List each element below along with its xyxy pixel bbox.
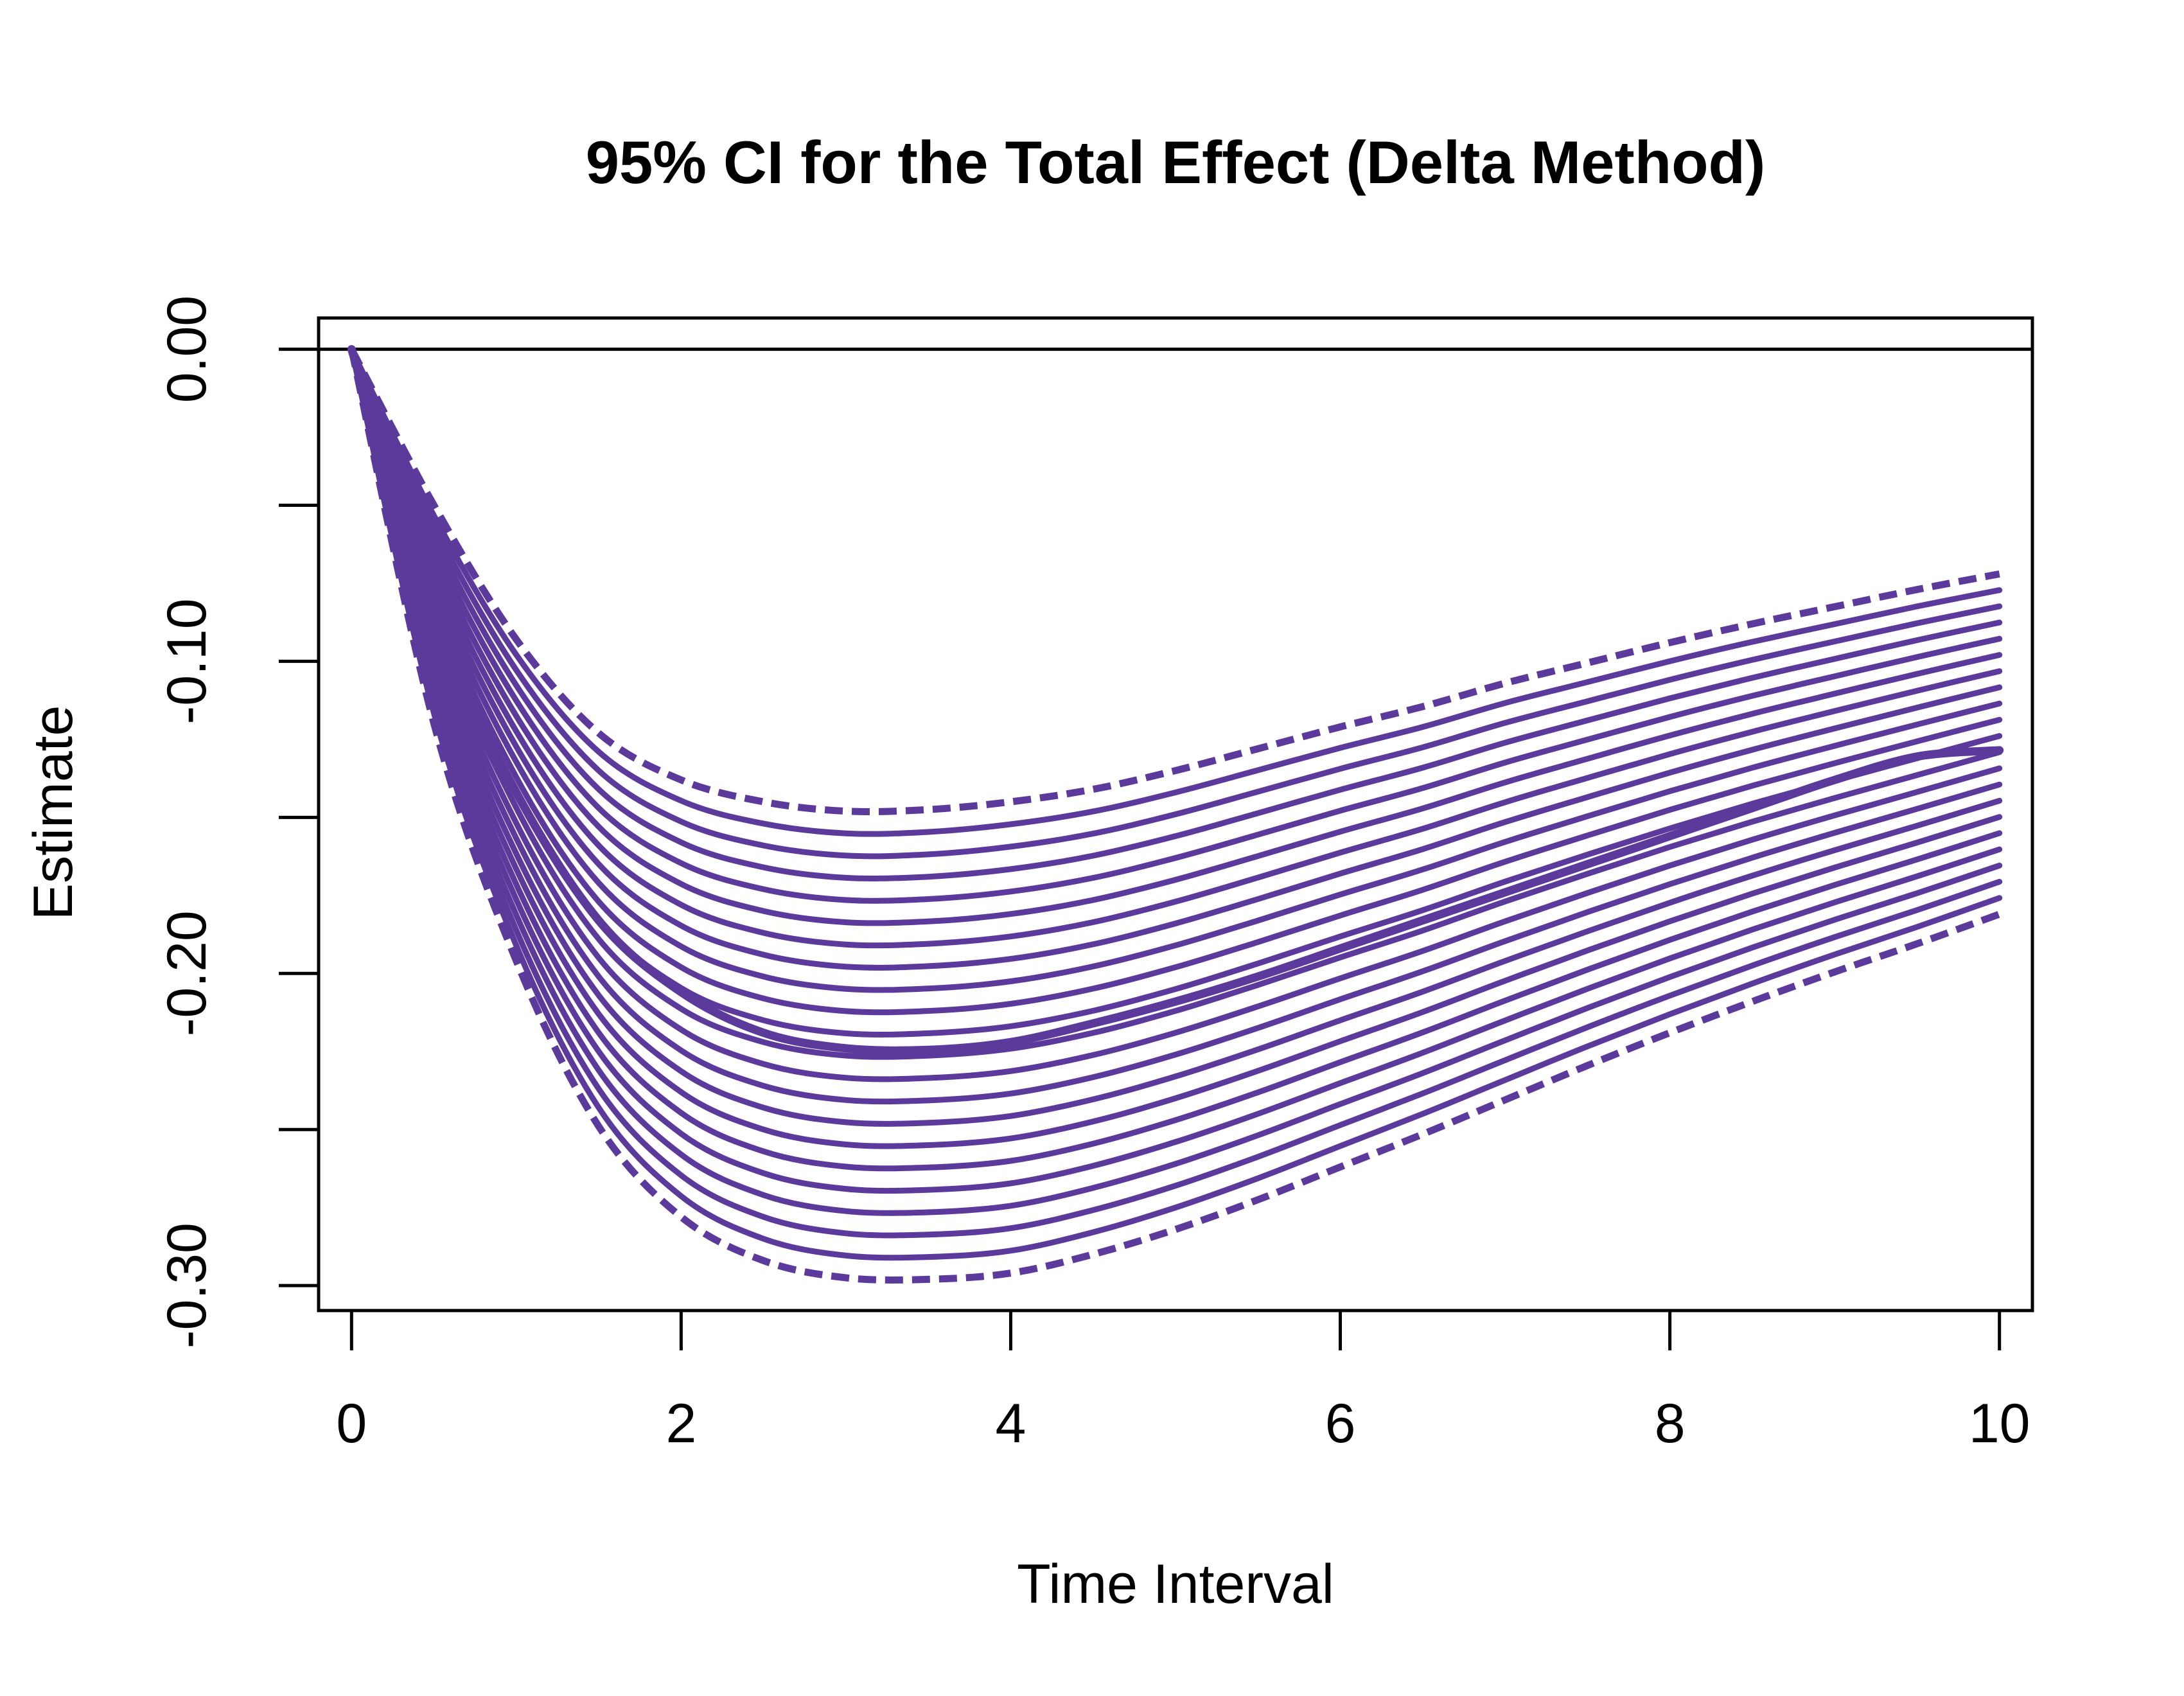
chart-title: 95% CI for the Total Effect (Delta Metho… (586, 128, 1766, 196)
y-axis-label: Estimate (22, 705, 84, 921)
y-tick-label: 0.00 (156, 296, 218, 403)
interval-band-line (348, 346, 2003, 993)
interval-band-line (348, 346, 2003, 949)
plot-area (317, 316, 2034, 1312)
interval-band-line (348, 346, 2003, 1261)
y-axis: 0.00 -0.10 -0.20 -0.30 (156, 296, 321, 1348)
interval-band-line (348, 346, 2003, 1105)
interval-band-line (348, 346, 2003, 904)
x-axis-label: Time Interval (1017, 1553, 1334, 1615)
interval-band-line (348, 346, 2003, 1082)
estimate-line (347, 345, 2004, 1055)
x-tick-label: 0 (336, 1393, 367, 1454)
x-tick-label: 2 (665, 1393, 696, 1454)
interval-band-line (348, 346, 2003, 1172)
upper-bound-line (348, 348, 2000, 815)
x-tick-label: 8 (1655, 1393, 1686, 1454)
interval-band-line (348, 346, 2003, 860)
interval-band-line (348, 346, 2003, 882)
interval-band-line (348, 346, 2003, 837)
interval-band-line (348, 346, 2003, 1060)
y-tick-label: -0.20 (156, 910, 218, 1036)
x-tick-label: 4 (996, 1393, 1026, 1454)
x-tick-label: 10 (1969, 1393, 2030, 1454)
lower-bound-line (348, 348, 2001, 1284)
interval-band-lines (348, 346, 2003, 1261)
y-tick-label: -0.10 (156, 598, 218, 724)
interval-band-line (348, 346, 2003, 1194)
interval-band-line (348, 346, 2003, 926)
x-tick-label: 6 (1325, 1393, 1356, 1454)
interval-band-line (348, 346, 2003, 1239)
interval-band-line (348, 346, 2003, 1016)
interval-band-line (348, 346, 2003, 1216)
interval-band-line (348, 346, 2003, 1127)
interval-band-line (348, 346, 2003, 971)
interval-band-line (348, 346, 2003, 1149)
x-axis: 0 2 4 6 8 10 (336, 1309, 2030, 1454)
y-tick-label: -0.30 (156, 1223, 218, 1348)
series-lines (347, 345, 2004, 1284)
